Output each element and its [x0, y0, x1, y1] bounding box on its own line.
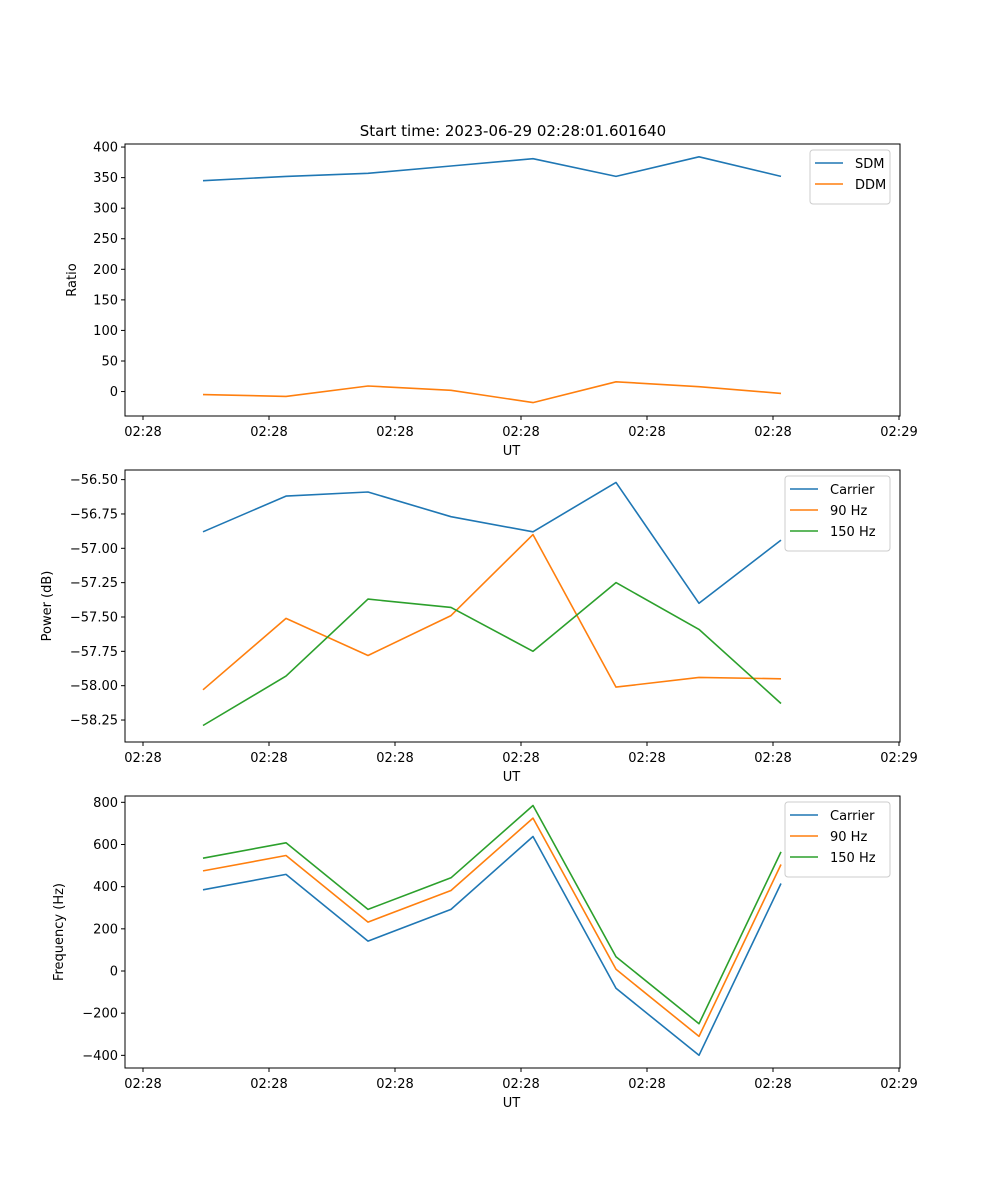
y-tick-label: 350 [93, 171, 118, 186]
legend: Carrier 90 Hz 150 Hz [784, 801, 891, 878]
legend: Carrier 90 Hz 150 Hz [784, 475, 891, 552]
y-tick-label: −57.75 [70, 645, 118, 660]
figure-title: Start time: 2023-06-29 02:28:01.601640 [360, 122, 666, 140]
x-tick-label: 02:28 [502, 751, 539, 766]
y-tick-label: −200 [82, 1007, 118, 1022]
panel-3: −400 −200 0 200 400 600 800 02:28 02:28 02:28 02:2… [52, 795, 918, 1111]
x-tick-label: 02:28 [754, 1077, 791, 1092]
x-tick-label: 02:28 [376, 425, 413, 440]
panel-2: −58.25 −58.00 −57.75 −57.50 −57.25 −57.00 −56.… [40, 469, 918, 785]
x-tick-label: 02:28 [502, 425, 539, 440]
y-tick-label: −57.50 [70, 610, 118, 625]
series-line-90-hz [202, 533, 782, 691]
y-tick-label: 150 [93, 293, 118, 308]
x-tick-label: 02:28 [124, 1077, 161, 1092]
y-tick-label: −56.50 [70, 473, 118, 488]
y-tick-label: 400 [93, 880, 118, 895]
legend-label: SDM [855, 157, 884, 172]
y-tick-label: 300 [93, 202, 118, 217]
series-line-150-hz [202, 804, 782, 1025]
y-axis-label: Power (dB) [40, 571, 55, 642]
x-tick-label: 02:28 [628, 751, 665, 766]
legend-label: 90 Hz [830, 830, 867, 845]
y-tick-label: 0 [110, 965, 118, 980]
y-tick-label: −58.00 [70, 679, 118, 694]
y-tick-label: −58.25 [70, 714, 118, 729]
legend-box [784, 475, 891, 552]
x-tick-label: 02:28 [502, 1077, 539, 1092]
y-tick-label: 50 [101, 354, 118, 369]
y-tick-label: 250 [93, 232, 118, 247]
x-tick-label: 02:28 [754, 751, 791, 766]
axes-frame [124, 469, 901, 743]
series-line-90-hz [202, 817, 782, 1038]
y-axis-label: Ratio [65, 263, 80, 296]
x-axis-label: UT [503, 770, 521, 785]
y-tick-label: 200 [93, 922, 118, 937]
y-tick-label: 200 [93, 263, 118, 278]
x-tick-label: 02:28 [250, 751, 287, 766]
legend-label: Carrier [830, 809, 875, 824]
series-line-carrier [202, 481, 782, 605]
legend-label: DDM [855, 178, 886, 193]
x-tick-label: 02:28 [376, 1077, 413, 1092]
y-tick-label: −57.00 [70, 542, 118, 557]
y-tick-label: −56.75 [70, 507, 118, 522]
y-axis-label: Frequency (Hz) [52, 883, 67, 981]
legend-label: Carrier [830, 483, 875, 498]
x-tick-label: 02:29 [880, 1077, 917, 1092]
y-tick-label: 600 [93, 838, 118, 853]
x-tick-label: 02:28 [376, 751, 413, 766]
x-tick-label: 02:28 [754, 425, 791, 440]
series-line-carrier [202, 835, 782, 1057]
axes-frame [124, 143, 901, 417]
x-tick-label: 02:28 [250, 1077, 287, 1092]
x-tick-label: 02:28 [124, 751, 161, 766]
x-tick-label: 02:29 [880, 751, 917, 766]
series-line-ddm [202, 380, 782, 404]
legend-box [784, 801, 891, 878]
x-tick-label: 02:29 [880, 425, 917, 440]
x-axis-label: UT [503, 1096, 521, 1111]
x-tick-label: 02:28 [250, 425, 287, 440]
x-tick-label: 02:28 [124, 425, 161, 440]
legend-label: 150 Hz [830, 851, 876, 866]
legend-label: 150 Hz [830, 525, 876, 540]
legend-label: 90 Hz [830, 504, 867, 519]
y-tick-label: 400 [93, 141, 118, 156]
x-axis-label: UT [503, 444, 521, 459]
x-tick-label: 02:28 [628, 1077, 665, 1092]
panel-1: 0 50 100 150 200 250 300 350 400 02:28 02:28 02:28 0… [65, 141, 918, 459]
legend: SDM DDM [809, 149, 891, 205]
y-tick-label: −400 [82, 1049, 118, 1064]
x-tick-label: 02:28 [628, 425, 665, 440]
y-tick-label: −57.25 [70, 576, 118, 591]
y-tick-label: 0 [110, 385, 118, 400]
series-line-150-hz [202, 581, 782, 727]
y-tick-label: 800 [93, 796, 118, 811]
axes-frame [124, 795, 901, 1069]
y-tick-label: 100 [93, 324, 118, 339]
series-line-sdm [202, 156, 782, 182]
